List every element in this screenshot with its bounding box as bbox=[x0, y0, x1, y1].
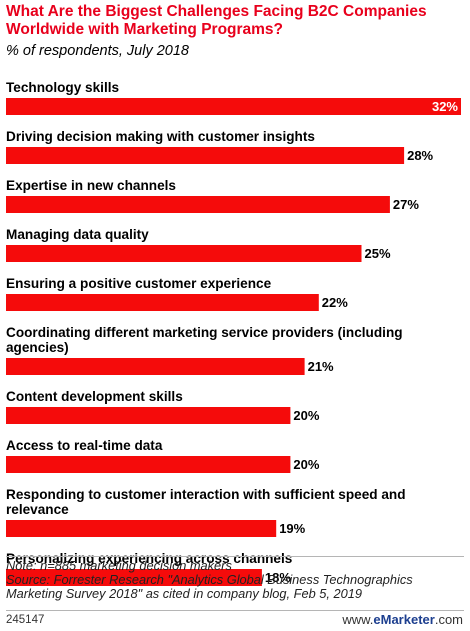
bar bbox=[6, 294, 319, 311]
bar bbox=[6, 98, 461, 115]
category-label: Coordinating different marketing service… bbox=[6, 325, 403, 340]
category-label: Responding to customer interaction with … bbox=[6, 487, 406, 502]
brand-prefix: www. bbox=[342, 612, 374, 627]
value-label: 21% bbox=[308, 359, 334, 374]
value-label: 22% bbox=[322, 295, 348, 310]
bar bbox=[6, 407, 291, 424]
chart-id: 245147 bbox=[6, 614, 45, 626]
bar bbox=[6, 358, 305, 375]
bar bbox=[6, 147, 405, 164]
category-label: Access to real-time data bbox=[6, 438, 163, 453]
value-label: 20% bbox=[293, 457, 319, 472]
value-label: 18% bbox=[265, 570, 291, 585]
bar bbox=[6, 196, 390, 213]
value-label: 28% bbox=[407, 148, 433, 163]
bar bbox=[6, 245, 362, 262]
bar bbox=[6, 569, 262, 586]
footer-divider bbox=[6, 556, 464, 557]
chart-title: What Are the Biggest Challenges Facing B… bbox=[6, 3, 427, 38]
value-label: 32% bbox=[432, 99, 458, 114]
category-label: Personalizing experiencing across channe… bbox=[6, 551, 292, 566]
category-label: Driving decision making with customer in… bbox=[6, 129, 315, 144]
category-label: relevance bbox=[6, 502, 69, 517]
value-label: 19% bbox=[279, 521, 305, 536]
bar bbox=[6, 520, 277, 537]
category-label: Managing data quality bbox=[6, 227, 149, 242]
bar bbox=[6, 456, 291, 473]
brand-suffix: .com bbox=[434, 612, 463, 627]
source-line-1: Source: Forrester Research "Analytics Gl… bbox=[6, 572, 413, 588]
chart-subtitle: % of respondents, July 2018 bbox=[6, 43, 189, 59]
category-label: agencies) bbox=[6, 340, 69, 355]
footer-divider-bottom bbox=[6, 610, 464, 611]
brand-name: eMarketer bbox=[373, 612, 435, 627]
note-line: Note: n=885 marketing decision makers bbox=[6, 558, 232, 573]
category-label: Technology skills bbox=[6, 80, 119, 95]
brand-logo[interactable]: www.eMarketer.com bbox=[342, 612, 463, 627]
bars-layer: Technology skills 32% Driving decision mak… bbox=[6, 80, 461, 586]
category-label: Ensuring a positive customer experience bbox=[6, 276, 272, 291]
value-label: 20% bbox=[293, 408, 319, 423]
chart-notes: Note: n=885 marketing decision makers So… bbox=[6, 558, 466, 602]
source-line-2: Marketing Survey 2018" as cited in compa… bbox=[6, 586, 362, 602]
value-label: 25% bbox=[365, 246, 391, 261]
category-label: Content development skills bbox=[6, 389, 183, 404]
value-label: 27% bbox=[393, 197, 419, 212]
category-label: Expertise in new channels bbox=[6, 178, 176, 193]
